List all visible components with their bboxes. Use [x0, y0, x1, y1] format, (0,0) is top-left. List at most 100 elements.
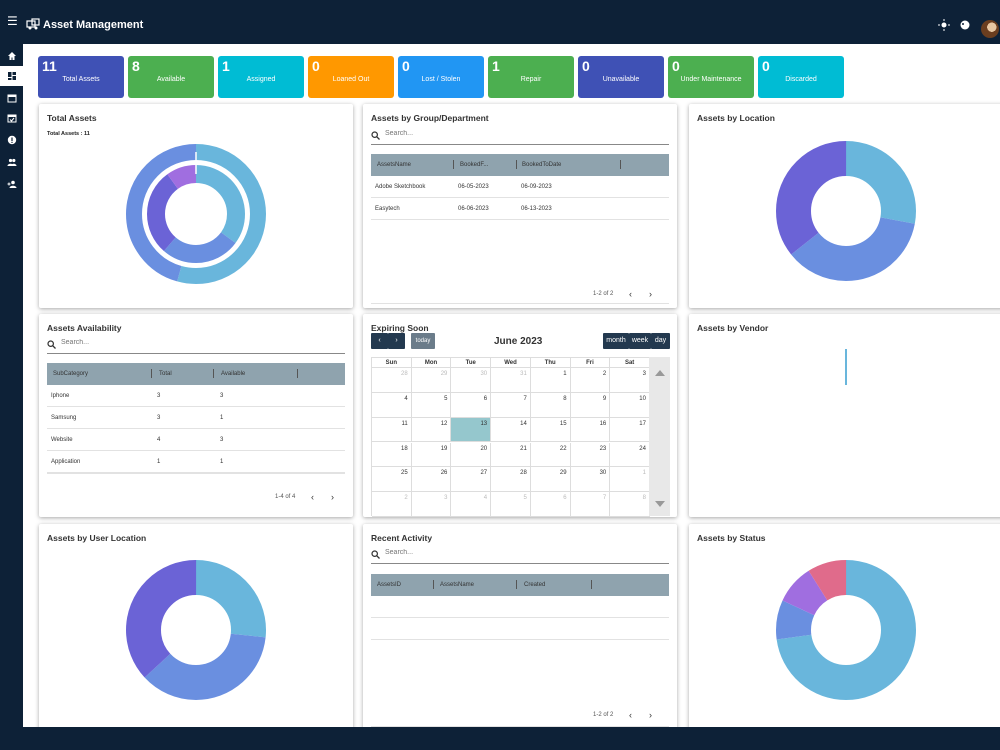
- sidebar-item-home[interactable]: [0, 46, 23, 66]
- table-row[interactable]: Easytech 06-06-2023 06-13-2023: [371, 198, 669, 220]
- calendar-day[interactable]: 1: [530, 368, 571, 393]
- stat-card-repair[interactable]: 1 Repair: [488, 56, 574, 98]
- table-row[interactable]: [371, 618, 669, 640]
- column-header[interactable]: Total: [159, 371, 172, 377]
- stat-card-loaned-out[interactable]: 0 Loaned Out: [308, 56, 394, 98]
- search-input[interactable]: [61, 339, 261, 346]
- calendar-day[interactable]: 17: [610, 417, 650, 443]
- calendar-day[interactable]: 8: [530, 392, 571, 418]
- table-row[interactable]: Website 4 3: [47, 429, 345, 451]
- calendar-day[interactable]: 23: [570, 442, 611, 468]
- next-page-icon[interactable]: ›: [331, 492, 334, 502]
- stat-card-discarded[interactable]: 0 Discarded: [758, 56, 844, 98]
- calendar-day[interactable]: 8: [610, 492, 650, 517]
- search-input[interactable]: [385, 549, 585, 556]
- prev-page-icon[interactable]: ‹: [629, 289, 632, 299]
- calendar-day[interactable]: 29: [530, 467, 571, 493]
- calendar-today-button[interactable]: today: [411, 333, 435, 349]
- scroll-down-icon[interactable]: [655, 501, 665, 507]
- calendar-day[interactable]: 1: [610, 467, 650, 493]
- calendar-day[interactable]: 14: [491, 417, 531, 443]
- next-page-icon[interactable]: ›: [649, 710, 652, 720]
- menu-icon[interactable]: ☰: [7, 14, 18, 28]
- stat-card-total-assets[interactable]: 11 Total Assets: [38, 56, 124, 98]
- calendar-day[interactable]: 2: [372, 492, 412, 517]
- stat-card-lost-stolen[interactable]: 0 Lost / Stolen: [398, 56, 484, 98]
- sidebar-item-alerts[interactable]: [0, 130, 23, 150]
- prev-page-icon[interactable]: ‹: [629, 710, 632, 720]
- calendar-day[interactable]: 5: [491, 492, 531, 517]
- calendar-weekday: Wed: [491, 358, 531, 368]
- calendar-day[interactable]: 13: [451, 417, 492, 443]
- table-row[interactable]: Application 1 1: [47, 451, 345, 473]
- calendar-day[interactable]: 21: [491, 442, 531, 468]
- table-row[interactable]: [371, 596, 669, 618]
- asset-logo-icon: [26, 18, 40, 30]
- table-row[interactable]: Adobe Sketchbook 06-05-2023 06-09-2023: [371, 176, 669, 198]
- next-page-icon[interactable]: ›: [649, 289, 652, 299]
- calendar-day[interactable]: 30: [570, 467, 611, 493]
- column-header[interactable]: BookedF...: [460, 162, 489, 168]
- avatar[interactable]: [981, 20, 999, 38]
- column-header[interactable]: SubCategory: [53, 371, 89, 377]
- calendar-day[interactable]: 18: [372, 442, 412, 468]
- sidebar-item-calendar-check[interactable]: [0, 108, 23, 128]
- column-header[interactable]: AssetsID: [377, 582, 402, 588]
- calendar-scrollbar[interactable]: [649, 357, 670, 516]
- calendar-day[interactable]: 16: [570, 417, 611, 443]
- stat-card-under-maintenance[interactable]: 0 Under Maintenance: [668, 56, 754, 98]
- calendar-prev-button[interactable]: ‹: [371, 333, 388, 349]
- calendar-day[interactable]: 31: [491, 368, 531, 393]
- calendar-day[interactable]: 27: [451, 467, 492, 493]
- scroll-up-icon[interactable]: [655, 370, 665, 376]
- calendar-day[interactable]: 6: [530, 492, 571, 517]
- search-input[interactable]: [385, 130, 585, 137]
- calendar-view-week[interactable]: week: [629, 333, 651, 349]
- calendar-day[interactable]: 15: [530, 417, 571, 443]
- calendar-day[interactable]: 26: [411, 467, 452, 493]
- panel-expiring-soon: Expiring Soon ‹ › today June 2023 month …: [363, 314, 677, 517]
- calendar-day[interactable]: 19: [411, 442, 452, 468]
- theme-toggle-icon[interactable]: [938, 19, 950, 31]
- calendar-day[interactable]: 10: [610, 392, 650, 418]
- calendar-day[interactable]: 30: [451, 368, 492, 393]
- calendar-day[interactable]: 7: [570, 492, 611, 517]
- calendar-day[interactable]: 20: [451, 442, 492, 468]
- stat-card-unavailable[interactable]: 0 Unavailable: [578, 56, 664, 98]
- calendar-day[interactable]: 7: [491, 392, 531, 418]
- sidebar-item-add-user[interactable]: [0, 174, 23, 194]
- column-header[interactable]: AssetsName: [377, 162, 412, 168]
- column-header[interactable]: Created: [524, 582, 546, 588]
- sidebar-item-calendar[interactable]: [0, 88, 23, 108]
- calendar-day[interactable]: 24: [610, 442, 650, 468]
- calendar-day[interactable]: 9: [570, 392, 611, 418]
- table-row[interactable]: Iphone 3 3: [47, 385, 345, 407]
- calendar-day[interactable]: 4: [372, 392, 412, 418]
- calendar-day[interactable]: 12: [411, 417, 452, 443]
- calendar-day[interactable]: 4: [451, 492, 492, 517]
- calendar-day[interactable]: 5: [411, 392, 452, 418]
- prev-page-icon[interactable]: ‹: [311, 492, 314, 502]
- calendar-day[interactable]: 6: [451, 392, 492, 418]
- stat-card-available[interactable]: 8 Available: [128, 56, 214, 98]
- calendar-day[interactable]: 25: [372, 467, 412, 493]
- stat-card-assigned[interactable]: 1 Assigned: [218, 56, 304, 98]
- calendar-day[interactable]: 28: [372, 368, 412, 393]
- column-header[interactable]: Available: [221, 371, 246, 377]
- calendar-view-month[interactable]: month: [603, 333, 629, 349]
- column-header[interactable]: AssetsName: [440, 582, 475, 588]
- sidebar-item-dashboard[interactable]: [0, 66, 23, 86]
- calendar-day[interactable]: 28: [491, 467, 531, 493]
- calendar-day[interactable]: 11: [372, 417, 412, 443]
- calendar-day[interactable]: 2: [570, 368, 611, 393]
- calendar-next-button[interactable]: ›: [388, 333, 405, 349]
- sidebar-item-users[interactable]: [0, 152, 23, 172]
- table-row[interactable]: Samsung 3 1: [47, 407, 345, 429]
- calendar-day[interactable]: 3: [610, 368, 650, 393]
- calendar-view-day[interactable]: day: [651, 333, 670, 349]
- calendar-day[interactable]: 29: [411, 368, 452, 393]
- column-header[interactable]: BookedToDate: [522, 162, 562, 168]
- calendar-day[interactable]: 22: [530, 442, 571, 468]
- calendar-day[interactable]: 3: [411, 492, 452, 517]
- palette-icon[interactable]: [960, 20, 970, 30]
